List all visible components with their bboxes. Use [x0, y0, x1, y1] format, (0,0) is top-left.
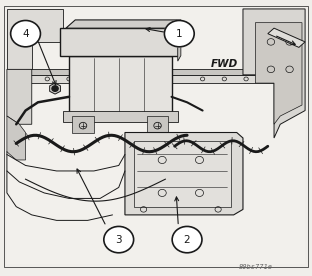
Polygon shape [256, 23, 302, 124]
Text: FWD: FWD [211, 59, 238, 69]
Polygon shape [63, 111, 178, 121]
Text: 80bs771e: 80bs771e [238, 264, 272, 270]
Polygon shape [26, 75, 274, 83]
Circle shape [172, 226, 202, 253]
Polygon shape [66, 20, 181, 28]
Polygon shape [26, 69, 274, 75]
Polygon shape [178, 20, 181, 61]
Polygon shape [7, 9, 63, 69]
Polygon shape [268, 28, 305, 47]
FancyBboxPatch shape [7, 6, 305, 264]
Polygon shape [134, 141, 231, 207]
Text: 1: 1 [176, 29, 183, 39]
Circle shape [104, 226, 134, 253]
Circle shape [164, 20, 194, 47]
Polygon shape [243, 9, 305, 138]
Polygon shape [60, 28, 178, 56]
Polygon shape [50, 83, 61, 94]
Text: 3: 3 [115, 235, 122, 245]
Text: 2: 2 [184, 235, 190, 245]
Polygon shape [7, 69, 32, 124]
Polygon shape [147, 116, 168, 132]
Circle shape [52, 86, 58, 91]
Polygon shape [72, 116, 94, 132]
Circle shape [11, 20, 41, 47]
Polygon shape [69, 56, 172, 116]
Text: 4: 4 [22, 29, 29, 39]
Polygon shape [125, 132, 243, 215]
Polygon shape [7, 116, 26, 160]
